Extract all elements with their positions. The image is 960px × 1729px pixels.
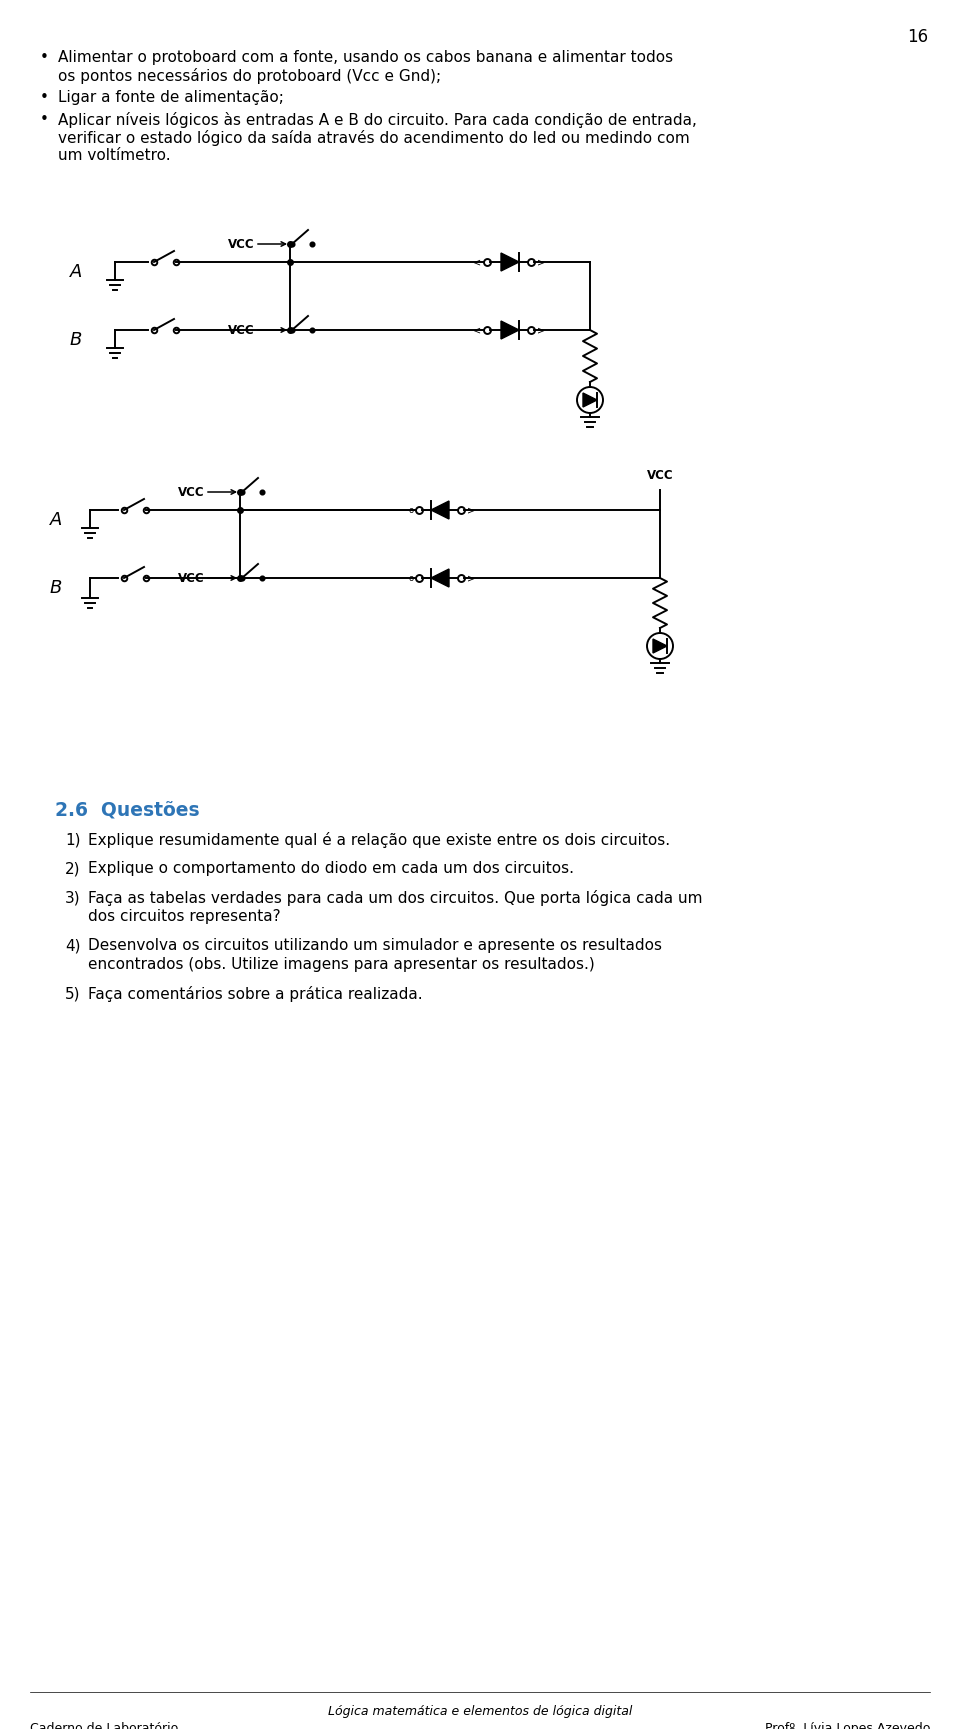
Text: VCC: VCC xyxy=(228,237,255,251)
Text: 1): 1) xyxy=(65,832,81,847)
Text: os pontos necessários do protoboard (Vcc e Gnd);: os pontos necessários do protoboard (Vcc… xyxy=(58,67,442,85)
Polygon shape xyxy=(431,569,449,588)
Text: •: • xyxy=(40,50,49,66)
Text: A: A xyxy=(50,512,62,529)
Text: >: > xyxy=(537,258,545,266)
Text: Aplicar níveis lógicos às entradas A e B do circuito. Para cada condição de entr: Aplicar níveis lógicos às entradas A e B… xyxy=(58,112,697,128)
Polygon shape xyxy=(653,640,667,654)
Text: Ligar a fonte de alimentação;: Ligar a fonte de alimentação; xyxy=(58,90,284,105)
Text: >: > xyxy=(467,505,475,515)
Text: 3): 3) xyxy=(65,890,81,904)
Text: VCC: VCC xyxy=(228,323,255,337)
Text: Desenvolva os circuitos utilizando um simulador e apresente os resultados: Desenvolva os circuitos utilizando um si… xyxy=(88,939,662,953)
Text: •: • xyxy=(40,112,49,126)
Polygon shape xyxy=(431,501,449,519)
Text: >: > xyxy=(537,325,545,335)
Text: 2): 2) xyxy=(65,861,81,877)
Text: 16: 16 xyxy=(907,28,928,47)
Text: um voltímetro.: um voltímetro. xyxy=(58,149,171,163)
Polygon shape xyxy=(583,392,597,406)
Polygon shape xyxy=(501,252,519,271)
Text: B: B xyxy=(70,330,83,349)
Text: VCC: VCC xyxy=(179,572,205,584)
Text: <: < xyxy=(473,258,481,266)
Text: Faça as tabelas verdades para cada um dos circuitos. Que porta lógica cada um: Faça as tabelas verdades para cada um do… xyxy=(88,890,703,906)
Text: 5): 5) xyxy=(65,986,81,1001)
Text: encontrados (obs. Utilize imagens para apresentar os resultados.): encontrados (obs. Utilize imagens para a… xyxy=(88,956,595,972)
Text: VCC: VCC xyxy=(647,469,673,481)
Text: B: B xyxy=(50,579,62,597)
Text: VCC: VCC xyxy=(179,486,205,498)
Text: 2.6  Questões: 2.6 Questões xyxy=(55,801,200,820)
Text: Lógica matemática e elementos de lógica digital: Lógica matemática e elementos de lógica … xyxy=(327,1705,633,1719)
Text: verificar o estado lógico da saída através do acendimento do led ou medindo com: verificar o estado lógico da saída atrav… xyxy=(58,130,689,145)
Text: A: A xyxy=(70,263,83,282)
Polygon shape xyxy=(501,322,519,339)
Text: Explique o comportamento do diodo em cada um dos circuitos.: Explique o comportamento do diodo em cad… xyxy=(88,861,574,877)
Text: •: • xyxy=(40,90,49,105)
Text: Caderno de Laboratório: Caderno de Laboratório xyxy=(30,1722,179,1729)
Text: <: < xyxy=(473,325,481,335)
Text: dos circuitos representa?: dos circuitos representa? xyxy=(88,909,280,923)
Text: 4): 4) xyxy=(65,939,81,953)
Text: Profº. Lívia Lopes Azevedo: Profº. Lívia Lopes Azevedo xyxy=(764,1722,930,1729)
Text: Alimentar o protoboard com a fonte, usando os cabos banana e alimentar todos: Alimentar o protoboard com a fonte, usan… xyxy=(58,50,673,66)
Text: o: o xyxy=(408,574,414,583)
Text: Faça comentários sobre a prática realizada.: Faça comentários sobre a prática realiza… xyxy=(88,986,422,1003)
Text: o: o xyxy=(408,505,414,515)
Text: >: > xyxy=(467,572,475,583)
Text: Explique resumidamente qual é a relação que existe entre os dois circuitos.: Explique resumidamente qual é a relação … xyxy=(88,832,670,847)
